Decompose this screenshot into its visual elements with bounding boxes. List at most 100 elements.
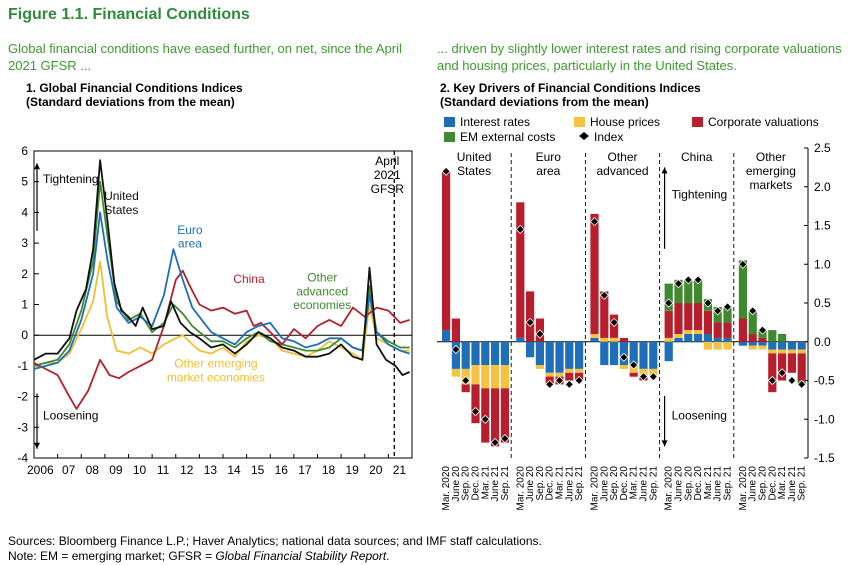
bar-segment-3-3-0 [694, 334, 703, 342]
index-marker-2-1 [599, 290, 609, 300]
panel2-title: 2. Key Drivers of Financial Conditions I… [440, 81, 701, 109]
index-marker-0-4 [480, 414, 490, 424]
panel1-series-label: area [178, 237, 202, 251]
panel1-ytick-label: -1 [17, 359, 28, 373]
panel1-xtick-label: 10 [133, 463, 147, 477]
legend-label-1: House prices [590, 115, 660, 129]
index-marker-2-0 [589, 217, 600, 227]
panel2-period-label: Mar. 2020 [664, 466, 675, 511]
panel1-xtick-label: 13 [204, 463, 218, 477]
index-marker-3-0 [664, 298, 674, 308]
panel2-tightening-label: Tightening [672, 187, 728, 201]
panel1-ytick-label: 5 [21, 175, 28, 189]
bar-segment-1-0-2 [516, 202, 525, 338]
panel1-series-label: Euro [177, 223, 203, 237]
panel2-period-label: Mar. 21 [555, 466, 566, 500]
legend-swatch-0 [444, 117, 455, 127]
index-marker-0-0 [441, 166, 451, 176]
panel2-period-label: Dec. 20 [693, 466, 704, 501]
index-marker-3-2 [683, 275, 693, 285]
index-marker-2-6 [648, 372, 658, 382]
bar-segment-2-5-0 [639, 341, 648, 369]
panel2-period-label: Sep. 20 [461, 466, 472, 501]
panel2-ytick-label: 2.5 [814, 141, 831, 155]
panel2-group-label: Other [756, 150, 786, 164]
bar-segment-3-6-1 [723, 341, 732, 350]
panel2-period-label: Sep. 21 [723, 466, 734, 501]
panel1-series-line-4 [33, 260, 410, 367]
index-marker-3-1 [673, 279, 684, 289]
panel1-xtick-label: 17 [298, 463, 312, 477]
panel1-ytick-label: 6 [21, 144, 28, 158]
panel1-xtick-label: 18 [322, 463, 336, 477]
panel1-xtick-label: 12 [180, 463, 194, 477]
index-marker-0-1 [451, 344, 461, 355]
bar-segment-4-3-3 [768, 330, 777, 342]
panel1-series-label: market economies [167, 370, 265, 384]
panel2-title-line2: (Standard deviations from the mean) [440, 95, 649, 109]
bar-segment-4-0-2 [738, 318, 747, 342]
panel1-title: 1. Global Financial Conditions Indices (… [26, 81, 243, 109]
panel2-period-label: June 20 [525, 466, 536, 502]
bar-segment-0-1-0 [451, 341, 460, 369]
panel2-period-label: Sep. 20 [535, 466, 546, 501]
index-marker-0-2 [461, 375, 471, 386]
bar-segment-3-5-1 [713, 341, 722, 350]
panel2-group-label: Euro [536, 150, 562, 164]
panel2-title-line1: 2. Key Drivers of Financial Conditions I… [440, 81, 701, 95]
panel2-ytick-label: 0.5 [814, 296, 831, 310]
panel1-gfsr-label-line3: GFSR [371, 182, 405, 196]
bar-segment-3-1-0 [674, 337, 683, 342]
index-marker-4-3 [767, 375, 777, 386]
index-marker-4-5 [787, 375, 797, 386]
bar-segment-0-6-0 [500, 341, 509, 366]
panel2-group-label: advanced [596, 164, 648, 178]
panel2-period-label: Mar. 2020 [590, 466, 601, 511]
index-marker-4-1 [748, 306, 758, 316]
panel2-period-label: Sep. 21 [797, 466, 808, 501]
index-marker-3-5 [713, 306, 723, 316]
panel1-ytick-label: -4 [17, 451, 28, 465]
bar-segment-2-4-0 [629, 341, 638, 366]
panel2-period-label: Sep. 21 [574, 466, 585, 501]
index-marker-1-3 [545, 379, 555, 389]
panel2-group-label: United [457, 150, 492, 164]
index-marker-1-4 [554, 375, 565, 386]
panel1-series-label: States [104, 203, 138, 217]
bar-segment-0-3-2 [471, 384, 480, 424]
bar-segment-0-4-0 [481, 341, 490, 366]
index-marker-4-4 [777, 368, 787, 378]
bar-segment-2-0-1 [590, 334, 599, 338]
bar-segment-0-6-1 [500, 365, 509, 389]
bar-segment-4-4-3 [778, 334, 787, 342]
footnote-note-suffix: . [386, 549, 390, 563]
panel1-series-line-1 [33, 211, 410, 370]
panel2-period-label: Sep. 21 [500, 466, 511, 501]
bar-segment-1-2-0 [535, 341, 544, 366]
bar-segment-2-2-1 [610, 337, 619, 342]
panel1-series-label: economies [293, 298, 351, 312]
bar-segment-3-2-0 [684, 334, 693, 342]
bar-segment-0-3-0 [471, 341, 480, 366]
panel1-tightening-label: Tightening [43, 172, 99, 186]
panel2-period-label: June 21 [787, 466, 798, 502]
bar-segment-4-0-3 [738, 260, 747, 319]
bar-segment-3-2-1 [684, 330, 693, 334]
panel2-ytick-label: 1.5 [814, 219, 831, 233]
bar-segment-2-1-1 [600, 337, 609, 342]
panel2-period-label: Sep. 20 [683, 466, 694, 501]
panel2-group-label: Other [607, 150, 637, 164]
legend-label-0: Interest rates [460, 115, 530, 129]
panel2-period-label: Mar. 21 [703, 466, 714, 500]
legend-label-3: EM external costs [460, 130, 555, 144]
figure-title: Figure 1.1. Financial Conditions [8, 6, 250, 23]
bar-segment-3-1-2 [674, 303, 683, 334]
bar-segment-3-6-2 [723, 322, 732, 338]
panel1-xtick-label: 19 [345, 463, 359, 477]
footnote-note-prefix: Note: EM = emerging market; GFSR = [8, 549, 216, 563]
index-marker-3-6 [722, 302, 733, 312]
legend-index-diamond [579, 132, 589, 140]
legend-swatch-3 [444, 132, 455, 142]
bar-segment-4-3-1 [768, 349, 777, 354]
